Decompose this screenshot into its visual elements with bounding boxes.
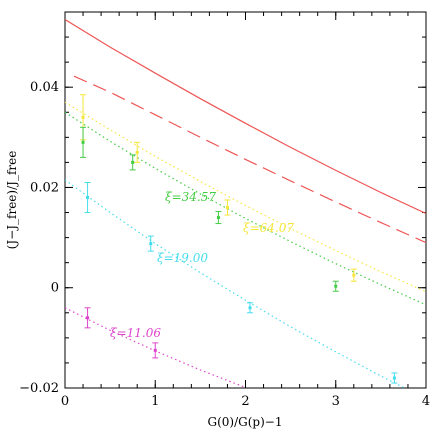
data-point <box>392 376 396 380</box>
data-point <box>334 284 338 288</box>
x-axis-label: G(0)/G(p)−1 <box>208 415 283 429</box>
data-point <box>149 242 153 246</box>
x-tick-label: 4 <box>422 394 430 409</box>
y-axis-label: (J−J_free)/J_free <box>5 151 19 250</box>
y-tick-label: 0 <box>51 281 59 296</box>
data-point <box>352 273 356 277</box>
y-tick-label: −0.02 <box>19 381 59 396</box>
y-tick-label: 0.04 <box>30 80 59 95</box>
data-point <box>135 150 139 154</box>
series-label: ξ=34.57 <box>165 190 216 204</box>
data-point <box>248 306 252 310</box>
data-point <box>86 195 90 199</box>
reference-curve-dashed <box>73 75 426 244</box>
x-tick-label: 1 <box>151 394 159 409</box>
series-fit-line <box>65 101 426 293</box>
x-tick-label: 3 <box>332 394 340 409</box>
x-tick-label: 2 <box>241 394 249 409</box>
series-label: ξ=64.07 <box>243 221 294 235</box>
data-point <box>81 115 85 119</box>
data-point <box>216 216 220 220</box>
data-point <box>225 206 229 210</box>
y-tick-label: 0.02 <box>30 180 59 195</box>
series-label: ξ=19.00 <box>157 251 208 265</box>
series-label: ξ=11.06 <box>110 326 161 340</box>
reference-curve-solid <box>65 18 426 215</box>
series-fit-line <box>65 179 406 388</box>
series-fit-line <box>65 111 426 306</box>
data-point <box>153 348 157 352</box>
data-point <box>86 316 90 320</box>
x-tick-label: 0 <box>61 394 69 409</box>
data-point <box>81 140 85 144</box>
data-point <box>131 160 135 164</box>
